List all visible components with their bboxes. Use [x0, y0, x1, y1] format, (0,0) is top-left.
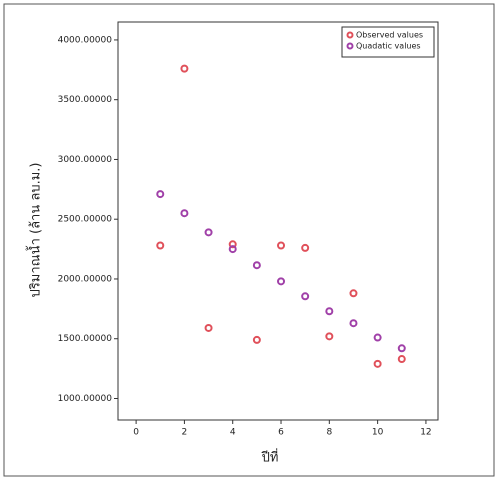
data-point: [252, 261, 261, 270]
data-point: [252, 335, 261, 344]
data-point: [228, 240, 237, 249]
data-point: [156, 241, 165, 250]
data-point: [373, 359, 382, 368]
y-axis-title: ปริมาณน้ำ (ล้าน ลบ.ม.): [26, 163, 44, 298]
x-tick-label: 6: [278, 428, 284, 438]
x-axis-title: ปีที่: [261, 449, 279, 466]
data-point: [325, 332, 334, 341]
legend-marker: [346, 42, 354, 50]
x-tick-label: 0: [133, 428, 139, 438]
legend-label: Quadatic values: [356, 42, 421, 51]
x-tick-label: 8: [326, 428, 332, 438]
y-tick-label: 2500.00000: [58, 215, 113, 225]
legend-marker: [346, 31, 354, 39]
y-tick-label: 2000.00000: [58, 274, 113, 284]
data-point: [373, 333, 382, 342]
data-point: [156, 190, 165, 199]
y-tick-label: 1500.00000: [58, 334, 113, 344]
x-tick-label: 4: [230, 428, 236, 438]
data-point: [228, 245, 237, 254]
data-point: [349, 289, 358, 298]
data-point: [301, 243, 310, 252]
data-point: [397, 355, 406, 364]
x-tick-label: 12: [420, 428, 431, 438]
plot-frame: [117, 21, 439, 421]
data-point: [277, 277, 286, 286]
data-point: [301, 292, 310, 301]
data-point: [180, 209, 189, 218]
legend-box: [341, 26, 435, 58]
data-point: [180, 64, 189, 73]
data-point: [397, 344, 406, 353]
x-tick-label: 10: [372, 428, 384, 438]
y-tick-label: 1000.00000: [58, 394, 113, 404]
outer-frame: [3, 3, 495, 477]
data-point: [277, 241, 286, 250]
x-tick-label: 2: [182, 428, 188, 438]
y-tick-label: 3500.00000: [58, 95, 113, 105]
y-tick-label: 3000.00000: [58, 155, 113, 165]
data-point: [349, 319, 358, 328]
legend-label: Observed values: [356, 31, 423, 40]
data-point: [204, 228, 213, 237]
data-point: [204, 323, 213, 332]
y-tick-label: 4000.00000: [58, 35, 113, 45]
data-point: [325, 307, 334, 316]
